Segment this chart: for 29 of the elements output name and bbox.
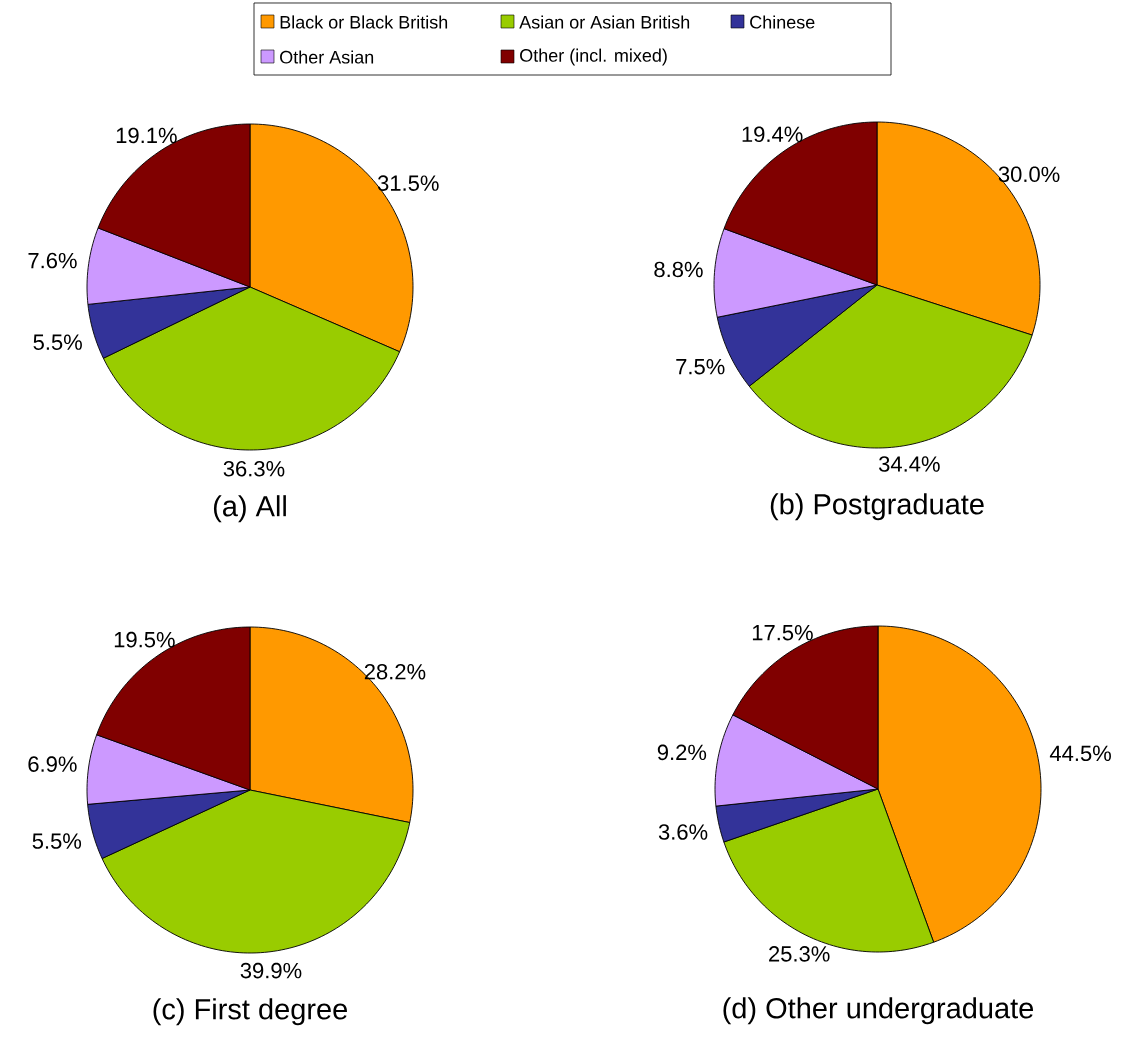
data-label: 30.0% (998, 166, 1060, 183)
data-label: 7.5% (676, 358, 725, 375)
text: (d) Other undergraduate (723, 997, 1034, 1025)
data-label: 36.3% (223, 460, 285, 477)
data-label: 39.9% (240, 962, 302, 979)
data-label: 34.4% (878, 456, 940, 472)
data-label: 5.5% (32, 833, 82, 849)
data-label: 44.5% (1049, 745, 1111, 762)
data-label: 28.2% (364, 663, 426, 680)
data-label: 8.8% (654, 261, 703, 278)
data-label: 17.5% (752, 624, 813, 641)
data-label: 7.6% (28, 252, 77, 269)
legend-label: Other Asian (280, 50, 374, 64)
text: (c) First degree (153, 998, 347, 1026)
data-label: 3.6% (658, 824, 708, 840)
data-label: 19.5% (114, 631, 175, 648)
data-label: 19.4% (742, 126, 803, 143)
legend-label: Black or Black British (280, 15, 448, 29)
data-label: 9.2% (657, 744, 707, 761)
data-label: 31.5% (377, 175, 439, 191)
legend-label: Other (incl. mixed) (520, 48, 667, 66)
text: (a) All (213, 495, 286, 523)
legend-label: Asian or Asian British (519, 15, 690, 29)
data-label: 5.5% (33, 334, 82, 350)
data-label: 6.9% (28, 756, 77, 772)
data-label: 19.1% (116, 127, 177, 144)
data-label: 25.3% (769, 946, 830, 962)
legend-label: Chinese (750, 15, 815, 29)
text: (b) Postgraduate (770, 493, 984, 521)
